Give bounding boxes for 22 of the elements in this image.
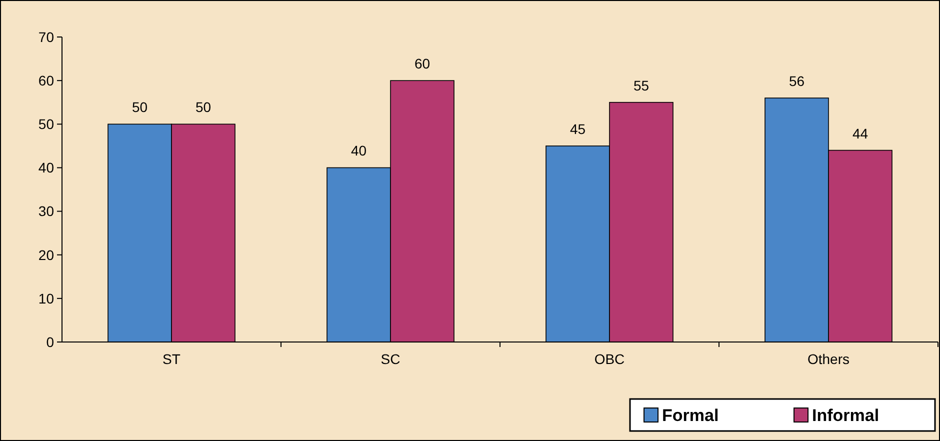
y-tick-label: 20 [38, 246, 54, 263]
data-label: 50 [195, 99, 212, 116]
y-tick-label: 40 [38, 160, 54, 176]
x-tick-label: SC [380, 351, 400, 367]
data-label: 40 [350, 142, 367, 159]
data-label: 45 [570, 120, 586, 137]
legend-label: Formal [662, 406, 719, 425]
data-label: 56 [788, 73, 805, 89]
y-tick-label: 60 [38, 72, 54, 88]
data-label: 44 [852, 125, 868, 142]
data-label: 55 [633, 77, 650, 94]
y-tick-label: 0 [46, 334, 54, 350]
data-label: 60 [414, 56, 430, 72]
y-tick-label: 70 [38, 28, 54, 45]
y-tick-label: 10 [38, 290, 54, 306]
legend-label: Informal [812, 406, 880, 425]
data-label: 50 [132, 99, 148, 116]
x-tick-label: OBC [594, 351, 625, 367]
y-tick-label: 50 [38, 116, 54, 132]
x-tick-label: Others [807, 351, 850, 367]
x-tick-label: ST [162, 351, 181, 367]
y-tick-label: 30 [38, 203, 54, 220]
